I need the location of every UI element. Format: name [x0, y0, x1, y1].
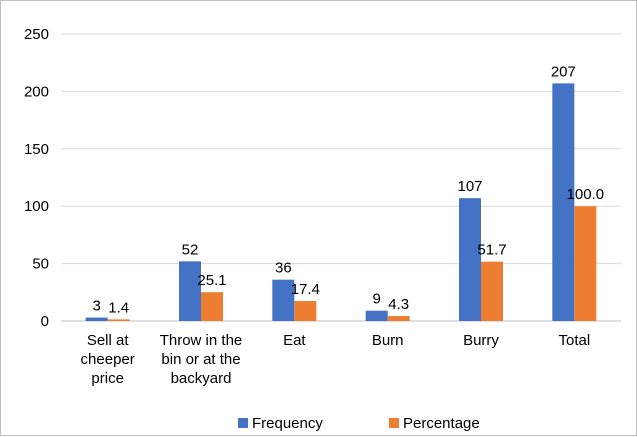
- x-category-label: Total: [558, 332, 590, 349]
- data-label-percentage: 1.4: [108, 299, 129, 316]
- x-category-label-line: Eat: [283, 332, 306, 349]
- x-category-label: Sell at cheeper price: [81, 332, 135, 387]
- data-label-percentage: 4.3: [388, 296, 409, 313]
- data-label-frequency: 9: [372, 291, 380, 308]
- bar-percentage: [387, 316, 410, 321]
- x-category-label-line: Throw in the: [160, 332, 243, 349]
- x-category-label-line: price: [91, 370, 124, 387]
- gridlines: [61, 33, 621, 322]
- y-tick-label: 200: [24, 83, 49, 100]
- data-label-frequency: 207: [551, 63, 576, 80]
- x-category-label-line: Total: [558, 332, 590, 349]
- y-axis-ticks: 0 50 100 150 200 250: [24, 26, 49, 330]
- x-axis-labels: Sell at cheeper price Throw in the bin or at…: [81, 332, 591, 387]
- x-category-label: Throw in the bin or at the backyard: [160, 332, 243, 387]
- bar-frequency: [272, 279, 295, 321]
- data-label-percentage: 51.7: [477, 242, 506, 259]
- legend-swatch-percentage: [389, 418, 399, 428]
- bar-percentage: [481, 261, 503, 321]
- x-category-label-line: Burry: [463, 332, 499, 349]
- data-label-frequency: 107: [457, 178, 482, 195]
- x-category-label-line: Burn: [372, 332, 404, 349]
- legend-swatch-frequency: [238, 418, 248, 428]
- bar-frequency: [459, 198, 481, 321]
- legend: Frequency Percentage: [238, 415, 480, 432]
- x-category-label: Burry: [463, 332, 499, 349]
- x-category-label: Burn: [372, 332, 404, 349]
- bar-frequency: [85, 317, 108, 321]
- bar-percentage: [107, 319, 130, 321]
- data-label-percentage: 25.1: [197, 272, 226, 289]
- bar-percentage: [574, 206, 597, 321]
- y-tick-label: 100: [24, 198, 49, 215]
- x-category-label: Eat: [283, 332, 306, 349]
- bar-percentage: [201, 292, 223, 321]
- x-category-label-line: bin or at the: [161, 351, 240, 368]
- bar-frequency: [179, 261, 201, 321]
- x-category-label-line: backyard: [171, 370, 232, 387]
- bar-percentage: [294, 301, 317, 321]
- x-category-label-line: cheeper: [81, 351, 135, 368]
- data-labels: 3 52 36 9 107 207 1.4 25.1 17.4 4.3 51.7 100.0: [92, 63, 604, 316]
- data-label-frequency: 52: [182, 241, 199, 258]
- data-label-percentage: 100.0: [567, 186, 605, 203]
- y-tick-label: 50: [32, 256, 49, 273]
- y-tick-label: 0: [41, 313, 49, 330]
- data-label-frequency: 36: [275, 260, 292, 277]
- x-category-label-line: Sell at: [87, 332, 130, 349]
- legend-label-percentage: Percentage: [403, 415, 480, 432]
- bars: [85, 83, 597, 321]
- y-tick-label: 250: [24, 26, 49, 43]
- data-label-percentage: 17.4: [291, 281, 320, 298]
- data-label-frequency: 3: [92, 298, 100, 315]
- y-tick-label: 150: [24, 141, 49, 158]
- legend-label-frequency: Frequency: [252, 415, 323, 432]
- bar-frequency: [365, 310, 388, 321]
- bar-frequency: [552, 83, 575, 321]
